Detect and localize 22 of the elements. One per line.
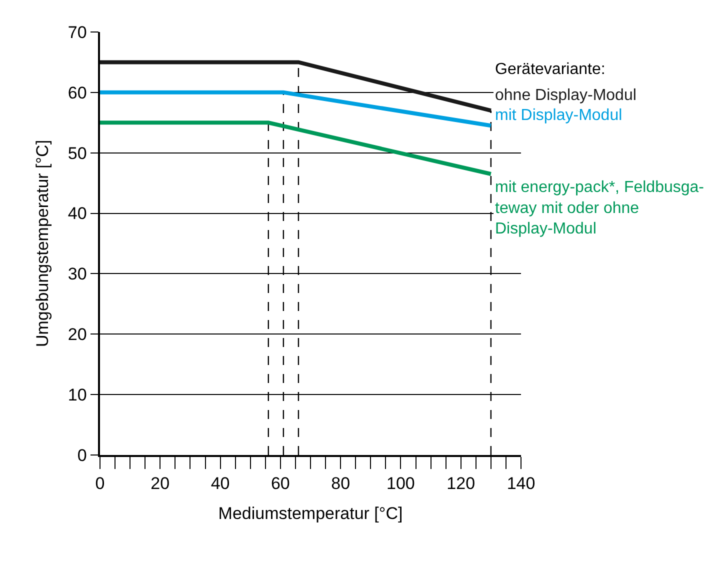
y-tick-label: 10 [68, 386, 87, 405]
x-tick-label: 100 [386, 474, 415, 494]
y-tick-label: 50 [68, 144, 87, 163]
x-tick-label: 140 [506, 474, 536, 494]
x-axis-title: Mediumstemperatur [°C] [218, 504, 403, 524]
x-tick-label: 80 [331, 474, 350, 494]
y-tick-label: 30 [68, 264, 87, 284]
series-label: mit energy-pack*, Feldbusga- teway mit oder ohne Display-Modul [495, 179, 704, 238]
legend-title: Gerätevariante: [495, 61, 606, 78]
y-tick-label: 70 [68, 22, 87, 42]
y-axis-title: Umgebungstemperatur [°C] [32, 140, 52, 348]
series-label: mit Display-Modul [495, 107, 622, 124]
y-tick-label: 60 [68, 83, 87, 102]
x-tick-label: 20 [150, 474, 170, 494]
y-tick-label: 20 [68, 325, 87, 344]
x-tick-label: 40 [210, 474, 230, 494]
y-tick-label: 40 [68, 204, 87, 224]
series-label: ohne Display-Modul [495, 87, 636, 104]
x-tick-label: 60 [270, 474, 290, 494]
y-tick-label: 0 [77, 446, 87, 465]
x-tick-label: 120 [446, 474, 476, 494]
x-tick-label: 0 [95, 474, 105, 494]
